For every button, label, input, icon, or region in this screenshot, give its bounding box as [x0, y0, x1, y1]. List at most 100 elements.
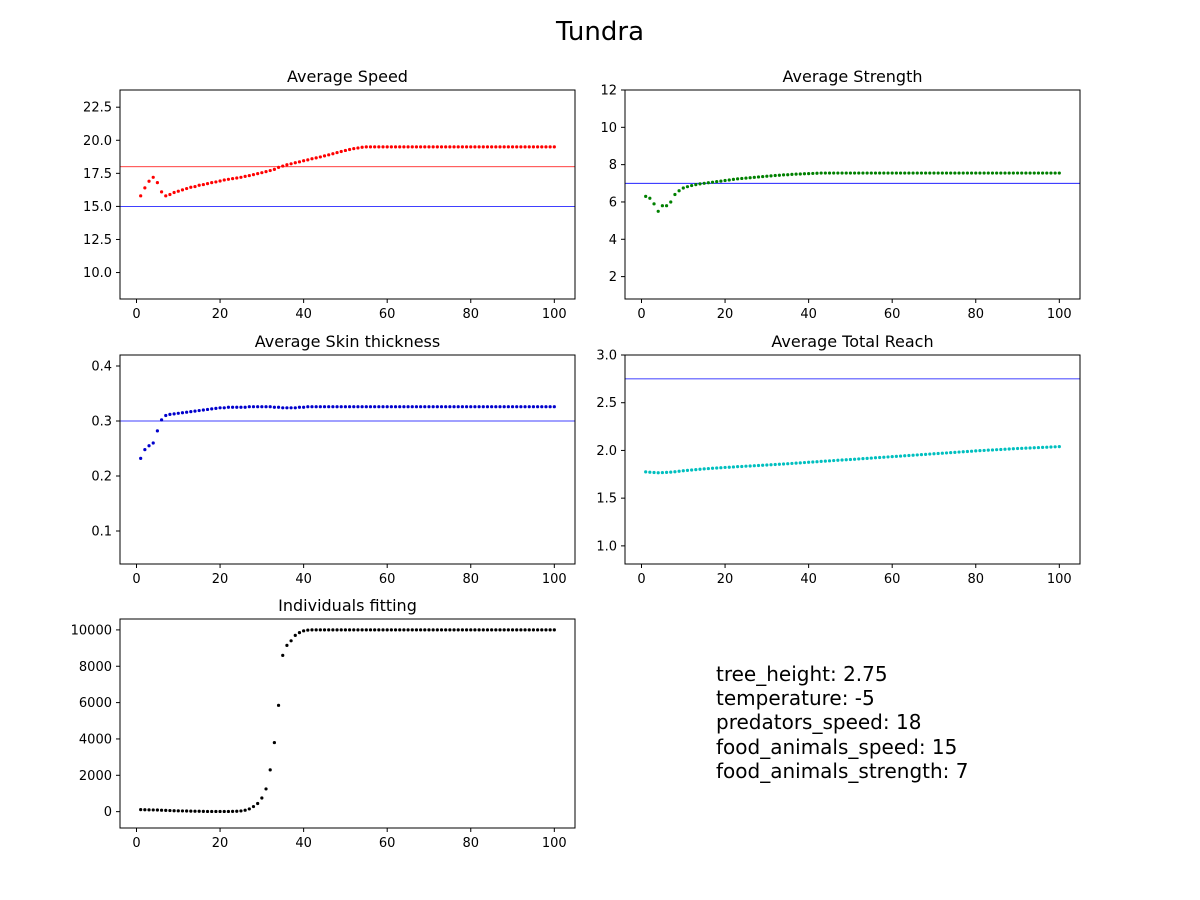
data-point — [218, 179, 222, 183]
data-point — [352, 405, 356, 409]
subplot-title: Average Speed — [287, 67, 408, 86]
data-point — [756, 463, 761, 468]
data-point — [978, 171, 982, 175]
data-point — [297, 631, 302, 635]
axes-frame — [119, 354, 576, 565]
data-point — [268, 168, 272, 173]
data-point — [239, 405, 243, 409]
data-point — [903, 454, 907, 458]
data-point — [1007, 171, 1011, 175]
data-point — [1032, 446, 1036, 450]
data-point — [139, 456, 143, 460]
data-point — [869, 456, 873, 460]
data-point — [761, 174, 765, 179]
data-point — [861, 171, 865, 175]
data-point — [477, 405, 481, 409]
data-point — [444, 145, 448, 149]
data-point — [490, 145, 494, 149]
data-point — [1036, 171, 1041, 175]
data-point — [414, 628, 419, 632]
data-point — [506, 145, 510, 149]
data-point — [356, 405, 360, 409]
data-point — [974, 449, 978, 453]
data-point — [147, 444, 151, 448]
data-point — [957, 450, 961, 454]
data-point — [510, 145, 515, 149]
data-point — [502, 145, 506, 149]
data-point — [214, 406, 218, 410]
data-point — [285, 406, 289, 410]
x-tick-label: 20 — [717, 307, 734, 322]
data-point — [995, 448, 999, 452]
data-point — [139, 194, 143, 198]
data-point — [427, 145, 431, 149]
data-point — [427, 628, 431, 632]
data-point — [360, 628, 364, 632]
axes-frame — [119, 89, 576, 300]
data-point — [222, 178, 226, 182]
data-point — [352, 146, 356, 151]
data-point — [773, 173, 777, 178]
subplot-title: Average Skin thickness — [255, 332, 440, 351]
data-point — [744, 176, 748, 180]
data-point — [807, 172, 811, 176]
data-point — [143, 186, 147, 190]
data-point — [832, 171, 836, 175]
data-point — [406, 145, 410, 149]
data-point — [857, 457, 861, 461]
data-point — [393, 145, 398, 149]
data-point — [435, 145, 439, 149]
x-tick-label: 80 — [462, 836, 479, 851]
data-point — [865, 456, 869, 460]
data-point — [999, 447, 1003, 452]
data-point — [460, 628, 464, 632]
data-point — [515, 628, 519, 632]
data-point — [823, 459, 827, 463]
data-point — [802, 172, 807, 176]
data-point — [168, 412, 172, 416]
data-point — [953, 171, 957, 175]
data-point — [373, 628, 377, 632]
data-point — [957, 171, 961, 175]
data-point — [452, 145, 456, 149]
data-point — [982, 448, 986, 453]
data-point — [844, 458, 848, 462]
data-point — [210, 407, 214, 411]
parameters-panel: tree_height: 2.75 temperature: -5 predat… — [716, 662, 968, 783]
data-point — [652, 202, 656, 206]
data-point — [410, 628, 414, 632]
data-point — [969, 171, 974, 175]
data-point — [423, 628, 427, 632]
data-point — [373, 405, 377, 409]
data-point — [515, 145, 519, 149]
data-point — [510, 405, 515, 409]
data-point — [347, 147, 352, 152]
data-point — [176, 809, 180, 813]
data-point — [1049, 445, 1053, 449]
data-point — [264, 787, 268, 791]
data-point — [205, 809, 210, 814]
data-point — [143, 448, 147, 452]
data-point — [256, 801, 260, 806]
data-point — [214, 809, 218, 814]
subplot-4: Average Total Reach 0 20 40 60 80 100 1.0 1.5 2.0… — [596, 332, 1081, 587]
data-point — [452, 628, 456, 632]
data-point — [377, 405, 381, 409]
data-point — [490, 628, 494, 632]
data-point — [727, 178, 731, 182]
x-tick-label: 60 — [379, 572, 396, 587]
data-point — [435, 628, 439, 632]
data-point — [210, 809, 214, 814]
data-point — [427, 405, 431, 409]
data-point — [1020, 446, 1024, 450]
data-point — [715, 466, 719, 470]
data-point — [293, 406, 297, 410]
data-point — [260, 171, 264, 175]
data-point — [189, 809, 193, 813]
data-point — [469, 145, 473, 149]
data-point — [698, 182, 702, 186]
data-point — [381, 628, 385, 632]
data-point — [201, 809, 205, 813]
data-point — [719, 466, 723, 470]
data-point — [506, 405, 510, 409]
